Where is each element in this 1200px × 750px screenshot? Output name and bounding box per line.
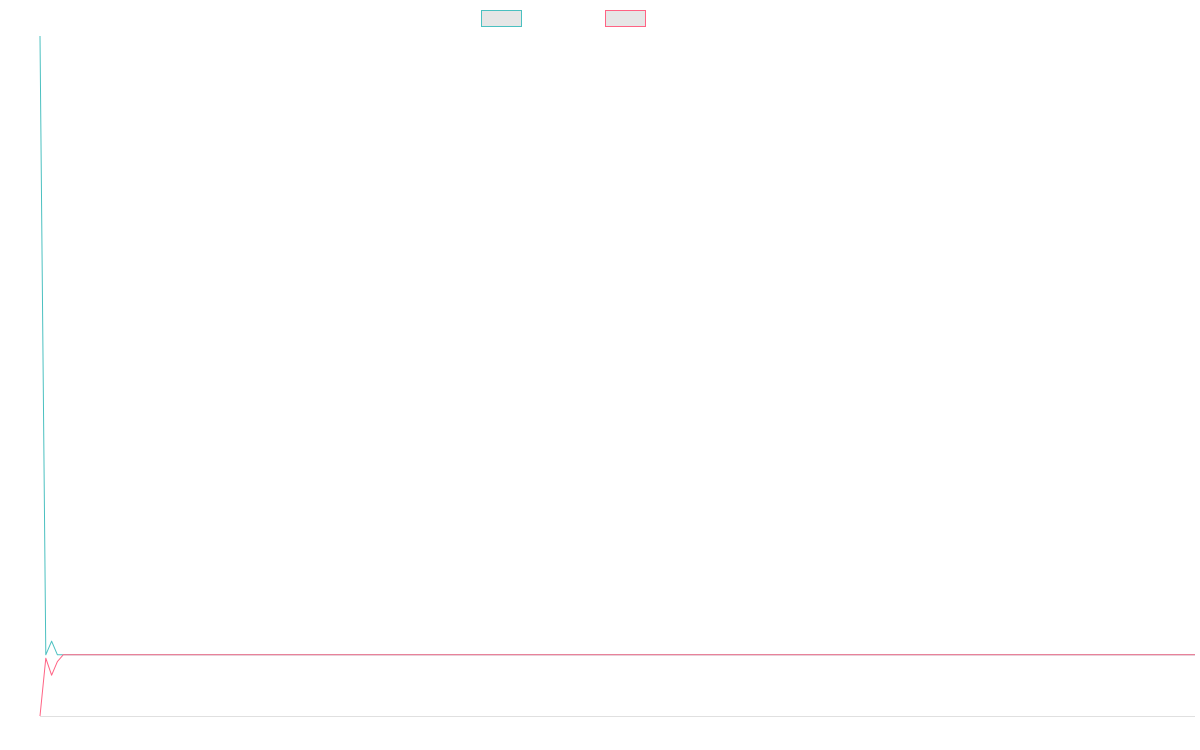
legend[interactable] (481, 10, 646, 27)
legend-swatch-1[interactable] (481, 10, 522, 27)
plot-area (39, 35, 1195, 717)
series-line-1 (39, 35, 1195, 656)
series-line-2 (39, 654, 1195, 717)
legend-swatch-2[interactable] (605, 10, 646, 27)
